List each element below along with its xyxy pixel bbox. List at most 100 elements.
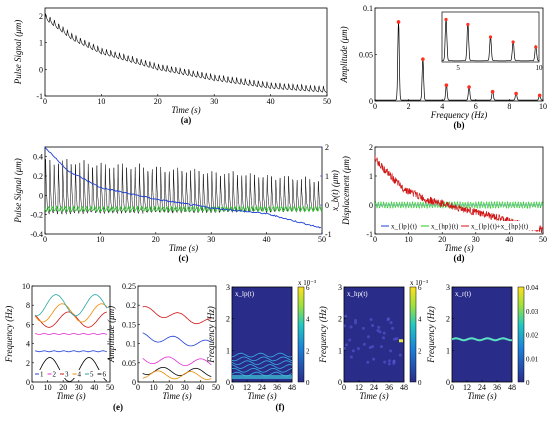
noise-dot xyxy=(395,337,399,341)
legend-entry: 6 xyxy=(103,371,107,379)
colorbar-tick-label: 0.03 xyxy=(526,308,539,316)
axes-f3 xyxy=(451,286,525,383)
y-tick-label: 3 xyxy=(338,283,342,292)
y-tick-label: -1 xyxy=(366,230,373,239)
ridge xyxy=(232,367,292,373)
x-axis-label: Time (s) xyxy=(359,391,388,401)
y-tick-label: 3 xyxy=(226,283,230,292)
y-tick-label: 0.2 xyxy=(33,172,43,181)
y-axis-label: Frequency (Hz) xyxy=(4,306,14,363)
y-tick-label: 1 xyxy=(446,346,450,355)
axes-b xyxy=(374,7,544,102)
panel-label: (a) xyxy=(181,115,192,125)
plot-frame xyxy=(44,7,328,97)
x-tick-label: 30 xyxy=(210,97,218,106)
x-tick-label: 40 xyxy=(267,97,275,106)
x-tick-label: 0 xyxy=(30,383,34,392)
noise-dot xyxy=(344,324,346,328)
x-tick-label: 40 xyxy=(263,235,271,244)
noise-dot xyxy=(388,359,392,363)
x-tick-label: 10 xyxy=(405,235,413,244)
y-axis-label: Frequency (Hz) xyxy=(318,306,328,363)
amp-line-black xyxy=(142,367,212,377)
y2-axis-label: x_b(t) (μm) xyxy=(330,170,340,212)
trend-line xyxy=(44,146,322,229)
noise-dot xyxy=(351,349,355,353)
inset-peak-marker xyxy=(444,17,448,22)
y-tick-label: 2 xyxy=(338,315,342,324)
x-tick-label: 40 xyxy=(505,235,513,244)
x-tick-label: 2 xyxy=(407,102,411,111)
y-tick-label: 0 xyxy=(226,378,230,387)
noise-dot xyxy=(393,337,397,341)
legend-entry: x_{lp}(t) xyxy=(391,223,417,231)
panel-label: (b) xyxy=(454,120,465,130)
panel-label: (e) xyxy=(113,402,123,412)
y-axis-label: Amplitude (μm) xyxy=(339,26,349,83)
y-tick-label: 2 xyxy=(39,12,43,21)
y-tick-label: 0.1 xyxy=(126,340,136,349)
x-tick-label: 20 xyxy=(165,383,173,392)
noise-dot xyxy=(392,361,396,365)
axes-f2 xyxy=(343,286,417,383)
pulse-line xyxy=(44,158,323,215)
x-axis-label: Time (s) xyxy=(467,391,496,401)
noise-dot xyxy=(382,331,386,335)
colorbar-exponent: x 10⁻³ xyxy=(298,279,316,287)
y-tick-label: 2 xyxy=(26,359,30,368)
peak-marker xyxy=(490,89,495,94)
noise-dot xyxy=(348,338,352,342)
peak-marker xyxy=(467,85,471,89)
y-tick-label: 2 xyxy=(369,143,373,152)
imf-line-red xyxy=(34,311,107,328)
noise-dot xyxy=(377,325,381,329)
plot-frame xyxy=(343,286,405,383)
y-tick-label: -0.4 xyxy=(30,230,43,239)
legend-box xyxy=(379,221,539,230)
y2-tick-label: -1 xyxy=(325,230,332,239)
y-tick-label: 0 xyxy=(39,65,43,74)
x-tick-label: 20 xyxy=(438,235,446,244)
y-tick-label: 0.25 xyxy=(122,282,136,291)
noise-dot xyxy=(354,319,358,323)
legend-entry: 2 xyxy=(53,371,57,379)
amp-line-red xyxy=(142,306,212,325)
heatmap-title: x_hp(t) xyxy=(347,290,368,298)
heatmap-content xyxy=(452,337,512,342)
y-tick-label: 1 xyxy=(369,172,373,181)
y-tick-label: 0.05 xyxy=(122,359,136,368)
noise-dot xyxy=(366,335,370,339)
ridge xyxy=(232,356,292,362)
noise-dot xyxy=(362,342,366,346)
x-tick-label: 40 xyxy=(196,383,204,392)
colorbar-tick-label: 2 xyxy=(418,347,422,355)
x-tick-label: 10 xyxy=(150,383,158,392)
y-tick-label: 0.1 xyxy=(363,4,373,13)
x-tick-label: 24 xyxy=(258,383,266,392)
noise-dot xyxy=(369,317,373,321)
legend-entry: x_{hp}(t) xyxy=(431,223,459,231)
panel-label: (f) xyxy=(276,402,285,412)
noise-dot xyxy=(389,321,393,325)
noise-dot xyxy=(356,347,360,351)
x-tick-label: 30 xyxy=(75,383,83,392)
colorbar-tick-label: 0 xyxy=(306,379,310,387)
imf-line-magenta xyxy=(35,333,107,335)
y-tick-label: 2 xyxy=(226,315,230,324)
x-axis-label: Time (s) xyxy=(169,243,198,253)
x-axis-label: Time (s) xyxy=(56,391,85,401)
noise-dot xyxy=(391,326,395,330)
ridge xyxy=(232,352,292,358)
noise-dot xyxy=(392,359,396,363)
colorbar-tick-label: 0.04 xyxy=(526,284,539,292)
heatmap-content xyxy=(344,314,403,366)
y-tick-label: 0.4 xyxy=(33,153,43,162)
x-axis-label: Time (s) xyxy=(444,243,473,253)
imf-line-black xyxy=(34,357,108,382)
inset-peak-marker xyxy=(488,35,493,39)
y-tick-label: -0.2 xyxy=(30,211,43,220)
noise-dot xyxy=(349,355,353,359)
y-tick-label: 6 xyxy=(26,320,30,329)
ridge xyxy=(452,337,512,342)
imf-line-cyan xyxy=(35,294,108,317)
